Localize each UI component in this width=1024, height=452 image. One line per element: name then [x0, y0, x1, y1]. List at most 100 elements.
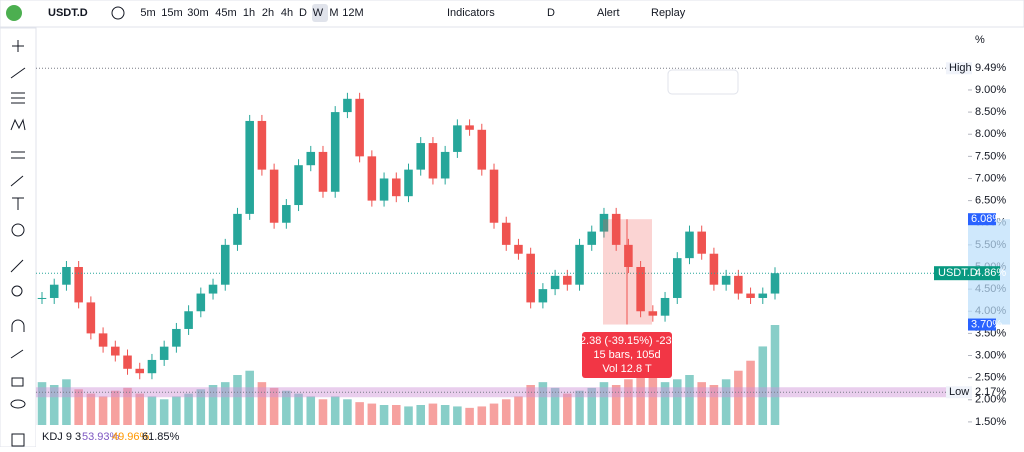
y-tick-label: 6.50% [975, 195, 1006, 207]
volume-bar [111, 390, 120, 425]
volume-bar [74, 389, 83, 425]
volume-bar [159, 399, 169, 425]
candle [660, 297, 670, 316]
replay-button[interactable]: Replay [651, 7, 686, 19]
volume-bar [62, 379, 71, 425]
candle [257, 120, 267, 170]
volume-bar [184, 393, 193, 425]
candle [220, 244, 230, 285]
y-tick-label: 9.00% [975, 84, 1006, 96]
candle [184, 311, 193, 329]
candle [233, 213, 242, 245]
last-price-tag [934, 266, 1000, 281]
volume-bar [489, 403, 499, 425]
candle [611, 213, 621, 245]
volume-bar [172, 396, 181, 425]
candle [489, 169, 499, 223]
candle [49, 284, 59, 298]
volume-bar [355, 402, 364, 425]
volume-bar [416, 405, 425, 425]
candle [575, 244, 584, 285]
volume-bar [392, 405, 401, 425]
volume-bar [379, 405, 389, 425]
candle [379, 178, 389, 201]
symbol[interactable]: USDT.D [48, 7, 88, 19]
indicators-button[interactable]: Indicators [447, 7, 495, 19]
interval-button[interactable]: 2h [262, 7, 274, 19]
interval-button[interactable]: D [299, 7, 307, 19]
volume-bar [343, 399, 352, 425]
kdj-d: 49.96% [112, 431, 150, 443]
volume-bar [709, 385, 719, 425]
interval-button[interactable]: 5m [140, 7, 155, 19]
y-tick-label: 3.00% [975, 349, 1006, 361]
volume-bar [208, 385, 218, 425]
alert-button[interactable]: Alert [597, 7, 620, 19]
y-tick-label: 8.00% [975, 128, 1006, 140]
interval-button[interactable]: 4h [281, 7, 293, 19]
volume-bar [697, 382, 706, 425]
volume-bar [86, 393, 96, 425]
candle [392, 178, 401, 197]
interval-button[interactable]: 30m [187, 7, 208, 19]
volume-bar [672, 379, 682, 425]
candle [416, 143, 425, 170]
kdj-k: 53.93% [82, 431, 120, 443]
volume-bar [282, 390, 291, 425]
candle [404, 169, 413, 197]
candle [294, 165, 303, 206]
volume-bar [685, 375, 694, 425]
candle [135, 368, 145, 374]
volume-bar [49, 385, 59, 425]
volume-bar [550, 387, 560, 425]
floating-toolbar[interactable] [667, 69, 739, 95]
candle [685, 231, 694, 259]
candle [440, 151, 450, 179]
volume-bar [477, 406, 487, 425]
volume-bar [404, 406, 413, 425]
kdj-name: KDJ 9 3 [42, 431, 81, 443]
interval-button[interactable]: M [329, 7, 338, 19]
interval-button[interactable]: 1h [243, 7, 255, 19]
candle [514, 244, 523, 254]
candle [111, 346, 120, 356]
volume-bar [648, 376, 658, 425]
interval-active [312, 4, 328, 22]
volume-bar [330, 396, 340, 425]
candle [624, 244, 633, 267]
volume-bar [440, 405, 450, 425]
volume-bar [147, 396, 157, 425]
volume-bar [636, 373, 645, 425]
left-toolbar [0, 27, 37, 448]
kdj-j: 61.85% [142, 431, 180, 443]
volume-bar [220, 382, 230, 425]
volume-bar [367, 403, 377, 425]
volume-bar [624, 379, 633, 425]
interval-button[interactable]: W [313, 7, 324, 19]
tool-icons[interactable] [10, 40, 26, 447]
interval-button[interactable]: 45m [215, 7, 236, 19]
candle [208, 284, 218, 294]
candle [734, 275, 743, 294]
add-symbol[interactable] [111, 6, 125, 20]
volume-bar [599, 382, 609, 425]
candle [282, 205, 291, 223]
volume-bar [721, 379, 731, 425]
layout-button[interactable]: D [547, 7, 555, 19]
candle [587, 231, 597, 245]
y-tick-label: 1.50% [975, 416, 1006, 428]
interval-button[interactable]: 15m [161, 7, 182, 19]
interval-button[interactable]: 12M [342, 7, 363, 19]
volume-bar [587, 387, 597, 425]
y-tick-label: 2.50% [975, 372, 1006, 384]
marker-label: High [949, 62, 972, 74]
volume-bar [306, 396, 316, 425]
volume-bar [123, 387, 132, 425]
candle [159, 346, 169, 360]
marker-value: 9.49% [975, 62, 1006, 74]
volume-bar [196, 389, 206, 425]
candle [147, 359, 157, 374]
volume-bar [660, 382, 670, 425]
volume-bar [758, 346, 768, 425]
volume-bar [135, 393, 145, 425]
